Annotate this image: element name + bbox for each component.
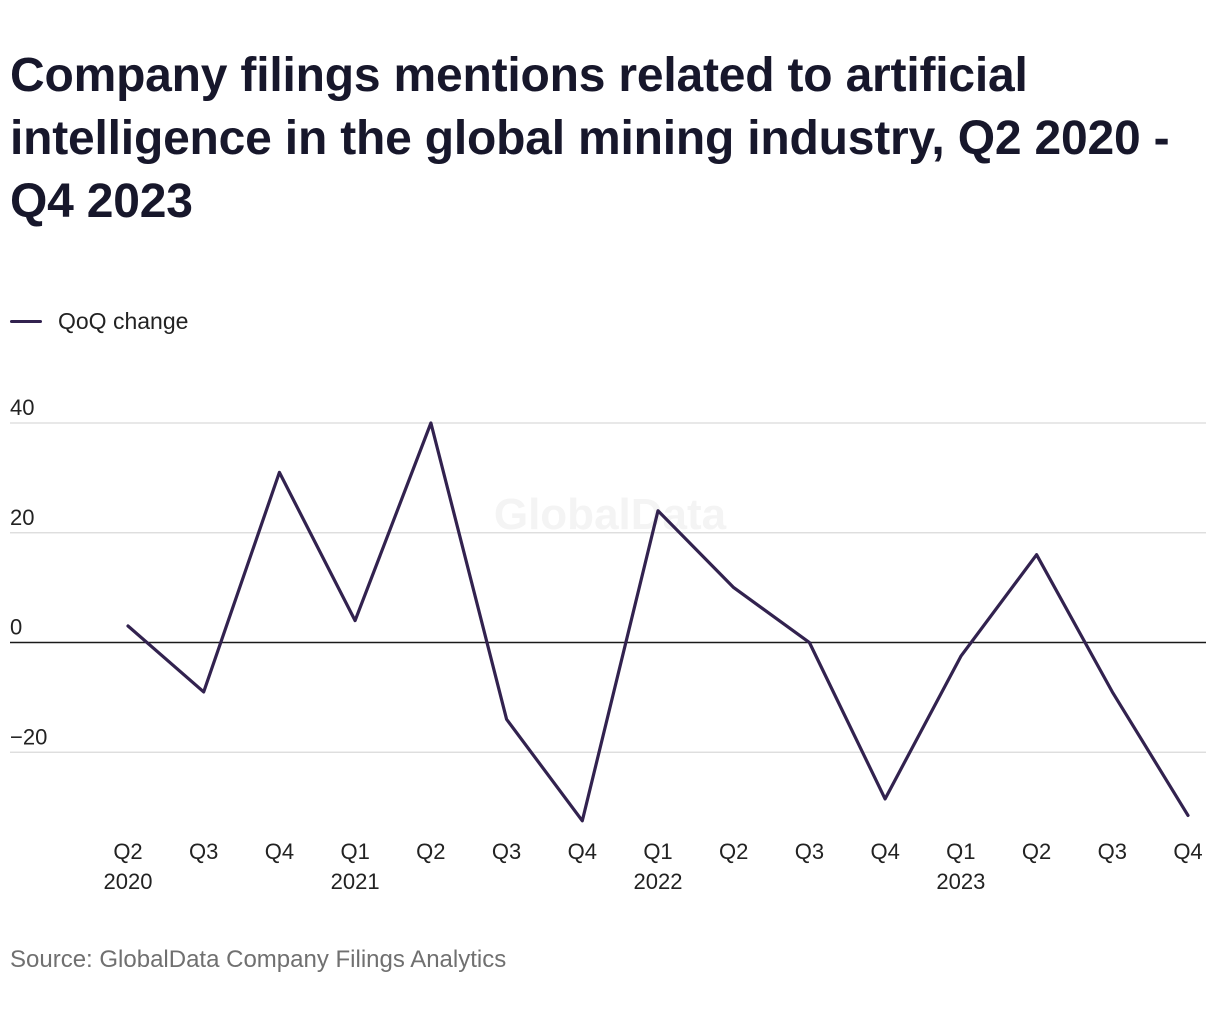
x-tick-label: Q1 <box>946 839 975 864</box>
x-tick-label: Q2 <box>416 839 445 864</box>
y-tick-label: 40 <box>10 395 34 420</box>
chart-title: Company filings mentions related to arti… <box>10 49 1170 228</box>
x-tick-label: Q4 <box>870 839 899 864</box>
y-tick-label: 0 <box>10 615 22 640</box>
x-tick-year-label: 2020 <box>104 869 153 894</box>
x-tick-label: Q4 <box>1173 839 1202 864</box>
x-tick-label: Q3 <box>1098 839 1127 864</box>
x-tick-year-label: 2022 <box>634 869 683 894</box>
source-note: Source: GlobalData Company Filings Analy… <box>10 946 507 973</box>
x-tick-year-label: 2023 <box>936 869 985 894</box>
x-tick-label: Q1 <box>340 839 369 864</box>
x-tick-label: Q2 <box>1022 839 1051 864</box>
legend-swatch <box>10 319 42 323</box>
x-tick-label: Q2 <box>719 839 748 864</box>
y-tick-label: 20 <box>10 505 34 530</box>
line-chart: GlobalData 40 20 0 −20 Q2 2020 Q3 Q4 Q1 2021 Q2 Q3 Q4… <box>10 395 1206 894</box>
x-tick-label: Q3 <box>492 839 521 864</box>
x-tick-label: Q4 <box>568 839 597 864</box>
x-tick-label: Q3 <box>795 839 824 864</box>
x-tick-label: Q2 <box>113 839 142 864</box>
x-tick-label: Q4 <box>265 839 294 864</box>
series-line-qoq-change <box>126 421 1190 823</box>
watermark-text: GlobalData <box>494 490 727 539</box>
y-tick-label: −20 <box>10 724 47 749</box>
x-tick-year-label: 2021 <box>331 869 380 894</box>
legend: QoQ change <box>10 306 188 336</box>
x-tick-label: Q1 <box>643 839 672 864</box>
legend-label: QoQ change <box>58 307 189 334</box>
x-tick-label: Q3 <box>189 839 218 864</box>
